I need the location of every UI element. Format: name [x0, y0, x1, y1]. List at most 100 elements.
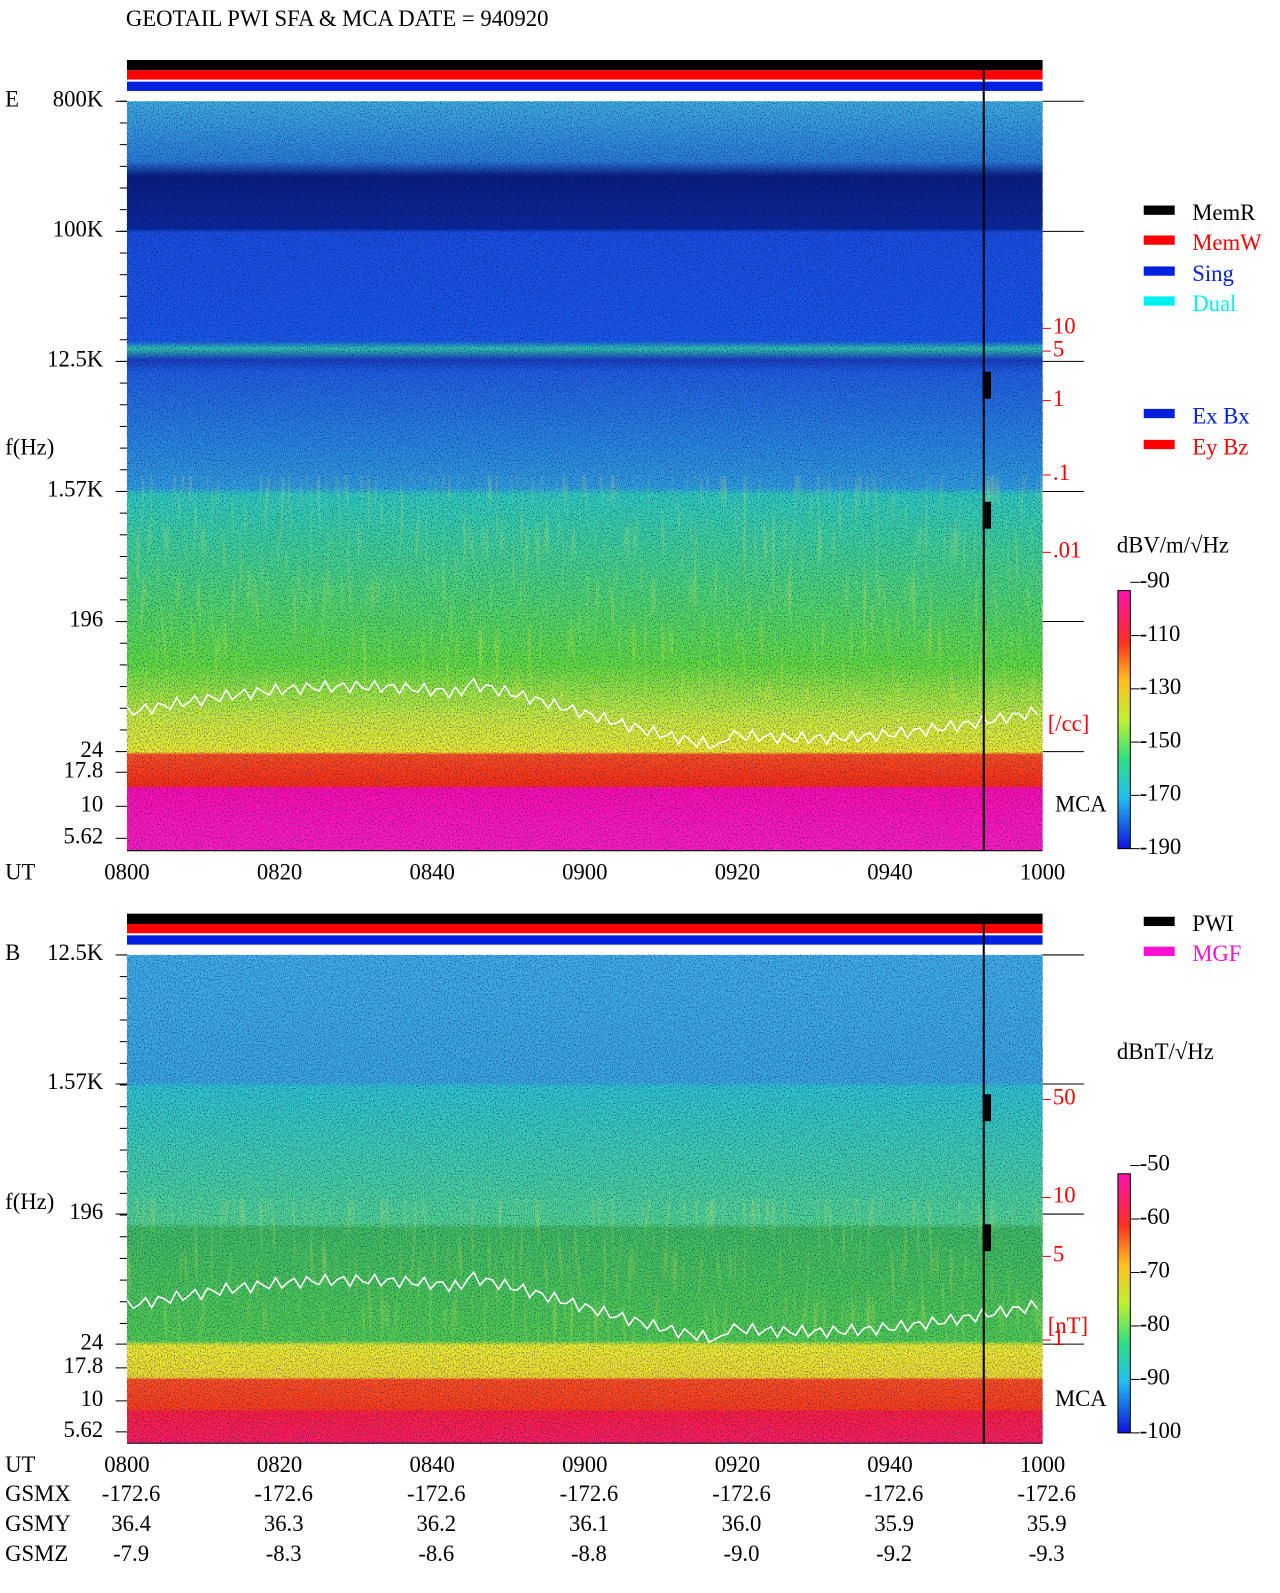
- status-bar-mode: [126, 81, 1043, 91]
- y-tick-label: 24: [81, 1329, 104, 1354]
- orbit-value: -172.6: [254, 1481, 313, 1506]
- y-tick-label: 100K: [53, 217, 104, 242]
- orbit-value: 35.9: [1027, 1511, 1067, 1536]
- mca-label: MCA: [1055, 1386, 1107, 1411]
- orbit-label: GSMY: [5, 1511, 71, 1536]
- y-tick-label: 5.62: [64, 824, 104, 849]
- legend-swatch: [1143, 408, 1175, 419]
- legend-swatch: [1143, 296, 1175, 306]
- title: GEOTAIL PWI SFA & MCA DATE = 940920: [126, 6, 549, 31]
- colorbar-tick-label: -130: [1140, 674, 1182, 699]
- legend-label: Ey Bz: [1192, 434, 1248, 459]
- orbit-value: 36.1: [569, 1511, 609, 1536]
- right-tick-label: 50: [1053, 1085, 1076, 1110]
- colorbar-tick-label: -150: [1140, 727, 1182, 752]
- legend-swatch: [1143, 439, 1175, 450]
- colorbar-unit: dBV/m/√Hz: [1117, 532, 1229, 557]
- orbit-value: -172.6: [865, 1481, 924, 1506]
- orbit-value: 35.9: [874, 1511, 914, 1536]
- y-tick-label: 1.57K: [47, 477, 104, 502]
- legend-label: Sing: [1192, 261, 1234, 286]
- y-tick-label: 17.8: [64, 1353, 104, 1378]
- orbit-value: -8.3: [266, 1541, 302, 1566]
- legend-swatch: [1143, 205, 1175, 215]
- colorbar-tick-label: -90: [1140, 568, 1170, 593]
- right-unit: [nT]: [1048, 1313, 1088, 1338]
- y-tick-label: 800K: [53, 86, 104, 111]
- colorbar: [1117, 590, 1131, 850]
- legend-label: Ex Bx: [1192, 403, 1250, 428]
- orbit-value: -172.6: [407, 1481, 466, 1506]
- orbit-label: GSMZ: [5, 1541, 68, 1566]
- status-bar-memw: [126, 70, 1043, 80]
- x-tick-label: 0920: [715, 860, 760, 885]
- marker: [982, 371, 991, 399]
- colorbar-tick-label: -70: [1140, 1258, 1170, 1283]
- spectrogram-streaks: [126, 475, 1043, 701]
- colorbar-unit: dBnT/√Hz: [1117, 1039, 1214, 1064]
- x-tick-label: 1000: [1020, 860, 1065, 885]
- x-axis-label: UT: [5, 860, 35, 885]
- right-tick-label: 5: [1053, 336, 1064, 361]
- legend-label: Dual: [1192, 291, 1236, 316]
- x-tick-label: 0800: [104, 1452, 149, 1477]
- x-axis-label: UT: [5, 1452, 35, 1477]
- colorbar-tick-label: -170: [1140, 781, 1182, 806]
- orbit-value: -8.6: [418, 1541, 454, 1566]
- panel-label: E: [5, 86, 19, 111]
- right-tick-label: 5: [1053, 1242, 1064, 1267]
- right-tick-label: .1: [1053, 460, 1070, 485]
- x-tick-label: 0800: [104, 860, 149, 885]
- legend-label: MemR: [1192, 200, 1256, 225]
- orbit-value: 36.3: [264, 1511, 304, 1536]
- x-tick-label: 0940: [867, 1452, 912, 1477]
- right-tick-label: .01: [1053, 538, 1081, 563]
- legend-label: MemW: [1192, 230, 1262, 255]
- status-bar-memw: [126, 923, 1043, 934]
- x-tick-label: 0900: [562, 1452, 607, 1477]
- colorbar-tick-label: -80: [1140, 1311, 1170, 1336]
- right-unit: [/cc]: [1048, 711, 1090, 736]
- orbit-value: -172.6: [560, 1481, 619, 1506]
- colorbar-tick-label: -60: [1140, 1204, 1170, 1229]
- y-axis-label: f(Hz): [5, 1189, 54, 1214]
- y-tick-label: 10: [81, 1386, 104, 1411]
- orbit-value: -172.6: [102, 1481, 161, 1506]
- legend-swatch: [1143, 235, 1175, 245]
- colorbar-tick-label: -100: [1140, 1418, 1182, 1443]
- x-tick-label: 0900: [562, 860, 607, 885]
- marker: [982, 1094, 991, 1122]
- y-tick-label: 10: [81, 792, 104, 817]
- orbit-value: 36.2: [416, 1511, 456, 1536]
- y-tick-label: 1.57K: [47, 1069, 104, 1094]
- right-tick-label: 10: [1053, 314, 1076, 339]
- legend-label: MGF: [1192, 941, 1241, 966]
- orbit-value: 36.0: [722, 1511, 762, 1536]
- legend-swatch: [1143, 266, 1175, 276]
- orbit-label: GSMX: [5, 1481, 71, 1506]
- spectrogram-streaks: [126, 1199, 1043, 1346]
- right-tick-label: 1: [1053, 1325, 1064, 1350]
- panel-label: B: [5, 940, 20, 965]
- colorbar: [1117, 1173, 1131, 1434]
- status-bar-memr: [126, 913, 1043, 924]
- orbit-value: -7.9: [113, 1541, 149, 1566]
- density-curve: [126, 1270, 1039, 1344]
- colorbar-tick-label: -50: [1140, 1151, 1170, 1176]
- x-tick-label: 0820: [257, 860, 302, 885]
- y-tick-label: 12.5K: [47, 347, 104, 372]
- orbit-value: -9.0: [724, 1541, 760, 1566]
- legend-swatch: [1143, 946, 1175, 956]
- legend-swatch: [1143, 916, 1175, 927]
- y-tick-label: 24: [81, 737, 104, 762]
- y-tick-label: 196: [69, 1199, 103, 1224]
- status-bar-mode: [126, 935, 1043, 945]
- x-tick-label: 0940: [867, 860, 912, 885]
- x-tick-label: 0840: [409, 1452, 454, 1477]
- orbit-value: -172.6: [1017, 1481, 1076, 1506]
- x-tick-label: 0920: [715, 1452, 760, 1477]
- status-bar-memr: [126, 59, 1043, 71]
- x-tick-label: 0840: [409, 860, 454, 885]
- legend-label: PWI: [1192, 911, 1234, 936]
